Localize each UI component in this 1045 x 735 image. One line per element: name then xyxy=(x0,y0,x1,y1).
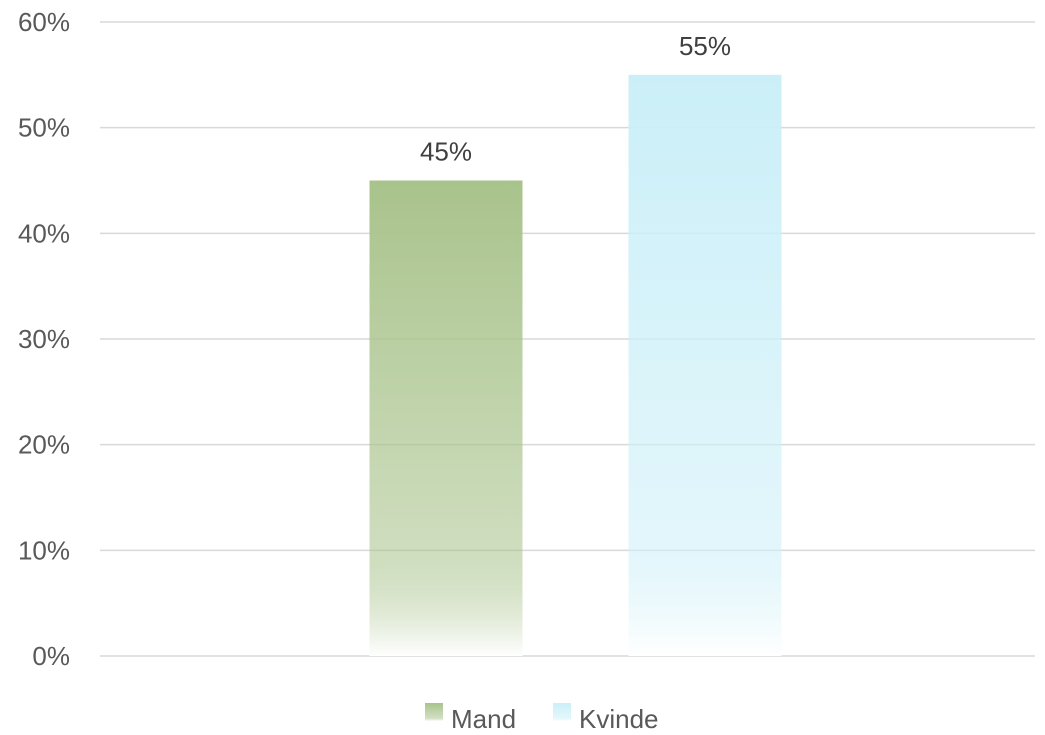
y-axis-tick-labels: 0% 10% 20% 30% 40% 50% 60% xyxy=(18,7,70,671)
y-tick-label: 30% xyxy=(18,324,70,354)
legend-swatch-kvinde xyxy=(553,703,571,721)
y-tick-label: 0% xyxy=(32,641,70,671)
bar-mand xyxy=(369,180,523,656)
data-label-mand: 45% xyxy=(420,137,472,167)
y-tick-label: 50% xyxy=(18,113,70,143)
gridlines xyxy=(100,21,1035,657)
legend: Mand Kvinde xyxy=(425,703,659,734)
y-tick-label: 10% xyxy=(18,535,70,565)
bar-kvinde xyxy=(628,74,782,657)
legend-label-kvinde: Kvinde xyxy=(579,704,659,734)
data-labels: 45% 55% xyxy=(420,31,731,167)
data-label-kvinde: 55% xyxy=(679,31,731,61)
legend-swatch-mand xyxy=(425,703,443,721)
legend-label-mand: Mand xyxy=(451,704,516,734)
y-tick-label: 20% xyxy=(18,430,70,460)
y-tick-label: 40% xyxy=(18,218,70,248)
bars xyxy=(369,74,782,657)
y-tick-label: 60% xyxy=(18,7,70,37)
